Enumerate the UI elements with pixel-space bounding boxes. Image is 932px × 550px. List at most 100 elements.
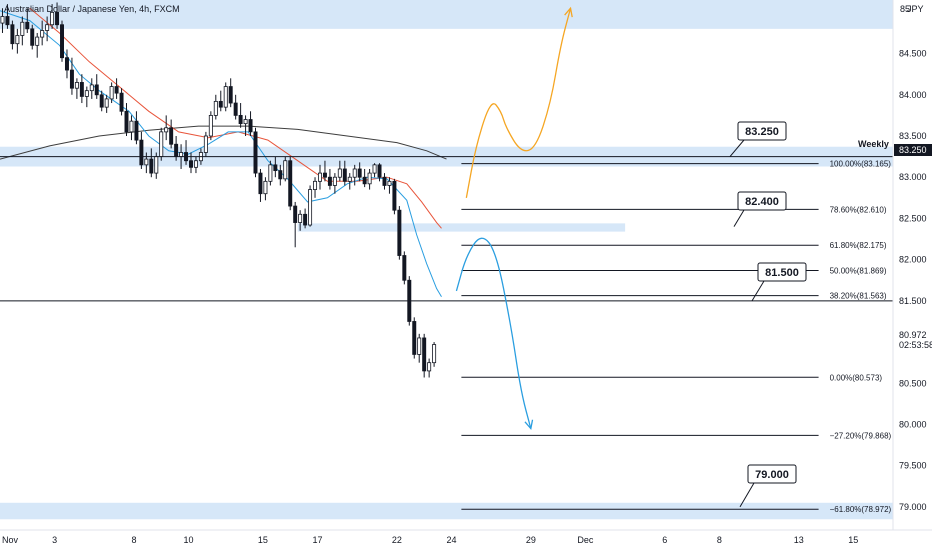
candle-body — [318, 172, 322, 182]
candle-body — [139, 139, 144, 166]
candle-body — [422, 337, 427, 372]
price-tick-label: 80.000 — [899, 419, 927, 429]
candles — [0, 2, 437, 378]
candle-body — [129, 120, 134, 133]
candle-body — [50, 11, 55, 26]
candle — [213, 94, 218, 120]
candle-body — [45, 24, 50, 31]
bearish-projection-arrow[interactable] — [455, 237, 534, 431]
currency-label: JPY — [907, 4, 924, 14]
fib-level[interactable]: 61.80%(82.175) — [461, 241, 887, 250]
time-tick-label: 15 — [258, 535, 268, 545]
candle-body — [60, 24, 65, 59]
time-tick-label: 10 — [184, 535, 194, 545]
price-tick-label: 82.000 — [899, 255, 927, 265]
callout-pointer — [739, 482, 755, 508]
candle-body — [64, 57, 69, 71]
candle-body — [79, 82, 84, 97]
price-axis[interactable]: 85 JPY 79.000 79.500 80.000 80.500 81.500 82.… — [892, 0, 932, 530]
candle — [273, 156, 278, 178]
bullish-path — [465, 8, 572, 198]
fib-label: 61.80%(82.175) — [830, 241, 887, 250]
candle-body — [253, 131, 258, 174]
fib-level[interactable]: −27.20%(79.868) — [461, 431, 892, 440]
candle-body — [367, 172, 372, 185]
candle — [263, 177, 268, 201]
candle — [139, 131, 144, 169]
support-resistance-zone — [0, 0, 893, 29]
candle — [159, 127, 164, 161]
candle — [427, 358, 432, 378]
time-tick-label: 8 — [717, 535, 722, 545]
time-axis[interactable]: Nov 3 8 10 15 17 22 24 29 Dec 6 8 13 15 — [0, 529, 932, 545]
candle-body — [20, 21, 25, 36]
candle-body — [228, 86, 233, 104]
candle — [288, 156, 293, 211]
candle-body — [179, 152, 184, 158]
candle-body — [94, 84, 99, 96]
candle — [372, 163, 377, 178]
svg-text:80.972: 80.972 — [899, 330, 927, 340]
candle — [109, 82, 114, 104]
candle — [397, 206, 402, 260]
price-tick-label: 83.500 — [899, 131, 927, 141]
candle — [417, 333, 422, 363]
candle-body — [84, 90, 89, 97]
candle — [283, 156, 288, 182]
candle — [337, 160, 342, 182]
candle-body — [347, 176, 352, 182]
fib-level[interactable]: 50.00%(81.869) — [461, 266, 887, 275]
price-callout[interactable]: 81.500 — [751, 262, 807, 302]
price-callout[interactable]: 83.250 — [729, 121, 787, 157]
time-tick-label: 22 — [392, 535, 402, 545]
fib-level[interactable]: −61.80%(78.972) — [461, 505, 892, 514]
candle — [218, 90, 223, 112]
candle — [352, 164, 357, 186]
candle-body — [332, 176, 337, 186]
fibonacci-retracement[interactable]: 100.00%(83.165) 78.60%(82.610) 61.80%(82.1… — [461, 160, 892, 515]
price-tick-label: 84.000 — [899, 90, 927, 100]
time-tick-label: 3 — [52, 535, 57, 545]
candle — [367, 168, 372, 190]
arrow-head — [564, 6, 573, 18]
candle-body — [337, 168, 342, 178]
fib-level[interactable]: 78.60%(82.610) — [461, 205, 887, 214]
candle — [332, 173, 337, 194]
candle — [278, 164, 283, 186]
candle-body — [372, 164, 377, 174]
candle-body — [298, 213, 303, 223]
candle — [308, 185, 313, 227]
candle — [203, 131, 208, 157]
fib-level[interactable]: 38.20%(81.563) — [461, 292, 887, 301]
candle — [0, 8, 5, 33]
candle-body — [322, 172, 327, 178]
bullish-projection-arrow[interactable] — [465, 6, 573, 198]
candle — [303, 208, 308, 229]
candle-body — [268, 164, 273, 182]
callout-label: 83.250 — [745, 126, 779, 138]
callout-label: 82.400 — [745, 196, 779, 208]
candle — [169, 119, 174, 149]
candle-body — [248, 119, 253, 133]
fib-level[interactable]: 100.00%(83.165) — [461, 160, 891, 169]
weekly-tag: Weekly — [858, 139, 889, 149]
candle-body — [109, 86, 114, 100]
candle — [50, 4, 55, 29]
candle-body — [283, 160, 288, 180]
price-callout[interactable]: 82.400 — [733, 191, 787, 227]
callouts[interactable]: 83.250 82.400 81.500 79.000 — [729, 121, 807, 508]
candle-body — [159, 131, 164, 158]
candle-body — [362, 176, 367, 185]
projection-arrows[interactable] — [455, 6, 573, 431]
price-tick-label: 79.500 — [899, 461, 927, 471]
fib-level[interactable]: 0.00%(80.573) — [461, 373, 882, 382]
candle — [99, 90, 104, 112]
candle — [79, 74, 84, 104]
candle — [15, 28, 20, 54]
price-callout[interactable]: 79.000 — [739, 464, 797, 508]
candle-body — [119, 92, 124, 112]
candle-body — [213, 100, 218, 116]
candle-body — [427, 362, 432, 372]
candle — [5, 4, 10, 29]
